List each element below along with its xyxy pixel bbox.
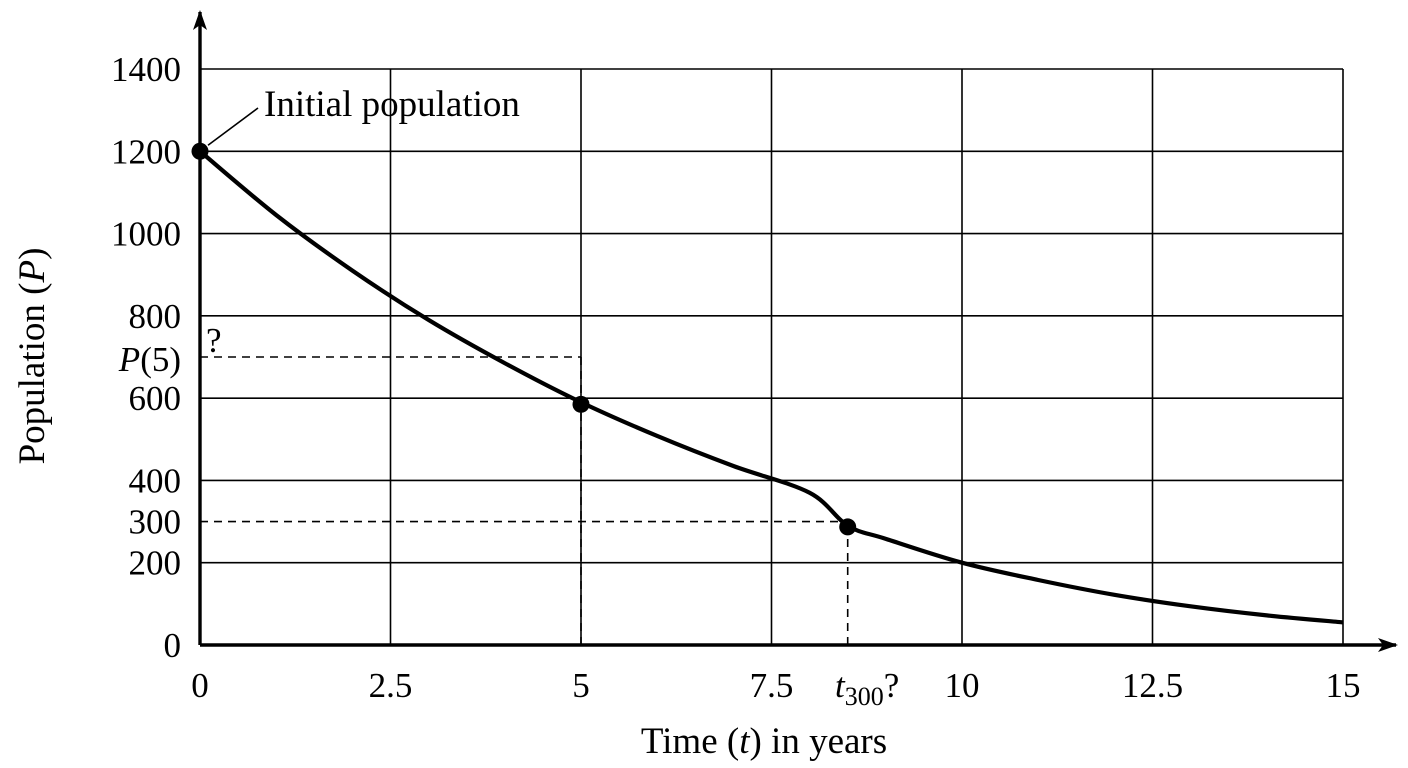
- x-tick-label-1: 2.5: [369, 666, 413, 705]
- t300-sub: 300: [845, 682, 884, 711]
- p5-label: P(5): [118, 340, 181, 379]
- y-tick-label-5: 800: [129, 297, 182, 336]
- data-point-2: [839, 518, 857, 536]
- y-tick-label-6: 1000: [111, 215, 181, 254]
- x-tick-label-6: 15: [1326, 666, 1361, 705]
- data-point-1: [572, 395, 590, 413]
- y-tick-label-0: 0: [164, 626, 182, 665]
- initial-population-label: Initial population: [264, 84, 520, 125]
- grid: [200, 68, 1344, 645]
- t300-var: t: [835, 666, 846, 705]
- y-tick-label-2: 300: [129, 503, 182, 542]
- y-tick-label-8: 1400: [111, 50, 181, 89]
- p5-var: P: [118, 340, 140, 379]
- x-tick-label-2: 5: [572, 666, 590, 705]
- population-curve: [198, 149, 1344, 625]
- t300-question: ?: [884, 666, 900, 705]
- x-tick-label-0: 0: [191, 666, 209, 705]
- p5-rest: (5): [140, 340, 181, 379]
- x-tick-labels: 0 2.5 5 7.5 10 12.5 15: [191, 666, 1360, 705]
- initial-population-leader: [207, 107, 259, 146]
- x-tick-label-3: 7.5: [750, 666, 794, 705]
- y-tick-label-3: 400: [129, 461, 182, 500]
- y-axis-label: Population (P): [12, 248, 53, 465]
- y-tick-label-4: 600: [129, 379, 182, 418]
- x-tick-label-4: 10: [945, 666, 980, 705]
- y-tick-label-1: 200: [129, 544, 182, 583]
- data-point-0: [191, 142, 209, 160]
- p5-question-mark: ?: [206, 321, 222, 360]
- x-tick-label-5: 12.5: [1122, 666, 1183, 705]
- y-tick-label-7: 1200: [111, 132, 181, 171]
- data-points: [191, 142, 857, 536]
- t300-label: t300?: [835, 666, 899, 711]
- reference-lines: [200, 356, 849, 645]
- x-axis-label: Time (t) in years: [641, 721, 887, 762]
